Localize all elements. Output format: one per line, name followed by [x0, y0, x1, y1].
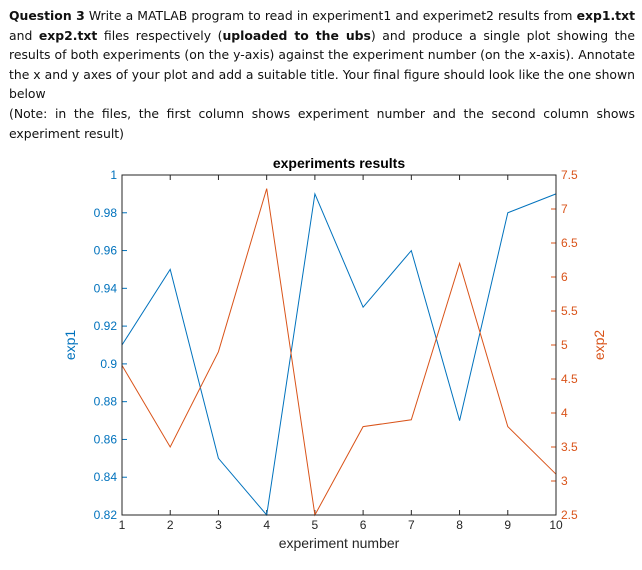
x-tick-label: 1 [119, 518, 126, 532]
y-left-tick-label: 0.86 [94, 432, 118, 446]
y-right-tick-label: 7.5 [561, 168, 578, 182]
x-tick-label: 9 [504, 518, 511, 532]
y-axis-left-label: exp1 [62, 330, 78, 361]
x-tick-label: 10 [549, 518, 563, 532]
file-name-exp1: exp1.txt [576, 8, 635, 23]
y-right-tick-label: 7 [561, 202, 568, 216]
x-tick-label: 5 [312, 518, 319, 532]
y-right-tick-label: 2.5 [561, 508, 578, 522]
x-tick-label: 8 [456, 518, 463, 532]
question-part-1: Write a MATLAB program to read in experi… [84, 8, 577, 23]
y-left-tick-label: 0.96 [94, 244, 118, 258]
y-right-tick-label: 3.5 [561, 440, 578, 454]
y-left-tick-label: 0.94 [94, 281, 118, 295]
y-axis-right-label: exp2 [591, 330, 607, 361]
y-right-tick-label: 4.5 [561, 372, 578, 386]
y-right-tick-label: 5 [561, 338, 568, 352]
y-left-tick-label: 0.84 [94, 470, 118, 484]
y-left-tick-label: 0.92 [94, 319, 118, 333]
y-right-tick-label: 5.5 [561, 304, 578, 318]
plot-frame [121, 174, 557, 516]
x-tick-label: 6 [360, 518, 367, 532]
question-paragraph: Question 3 Write a MATLAB program to rea… [9, 6, 635, 104]
x-tick-label: 2 [167, 518, 174, 532]
y-left-tick-label: 0.9 [100, 357, 117, 371]
plot-area: 1 2 3 4 5 6 7 8 9 10 0.82 0.84 0.86 0.88 0.9 0.92 0.94 0.… [94, 168, 578, 532]
y-right-tick-label: 4 [561, 406, 568, 420]
y-right-tick-label: 6 [561, 270, 568, 284]
file-name-exp2: exp2.txt [38, 27, 98, 43]
experiments-chart: 1 2 3 4 5 6 7 8 9 10 0.82 0.84 0.86 0.88 0.9 0.92 0.94 0.… [62, 155, 607, 551]
x-tick-label: 4 [263, 518, 270, 532]
x-tick-label: 7 [408, 518, 415, 532]
y-right-tick-label: 6.5 [561, 236, 578, 250]
y-left-tick-label: 0.98 [94, 206, 118, 220]
series-line-exp2 [121, 188, 557, 517]
question-part-2: and [9, 27, 39, 43]
x-tick-label: 3 [215, 518, 222, 532]
question-heading: Question 3 [9, 8, 85, 23]
question-part-3: files respectively ( [97, 27, 223, 43]
y-left-tick-label: 0.88 [94, 395, 118, 409]
y-left-tick-label: 1 [110, 168, 117, 182]
uploaded-note: uploaded to the ubs [222, 27, 371, 43]
question-note: (Note: in the files, the first column sh… [9, 105, 635, 141]
y-left-tick-label: 0.82 [94, 508, 118, 522]
series-line-exp1 [121, 192, 557, 517]
chart-title: experiments results [273, 155, 405, 171]
x-axis-label: experiment number [279, 535, 400, 551]
question-text: Question 3 Write a MATLAB program to rea… [9, 6, 635, 143]
question-part-4: ) and produce a single plot showing the … [9, 27, 635, 102]
y-right-tick-label: 3 [561, 474, 568, 488]
